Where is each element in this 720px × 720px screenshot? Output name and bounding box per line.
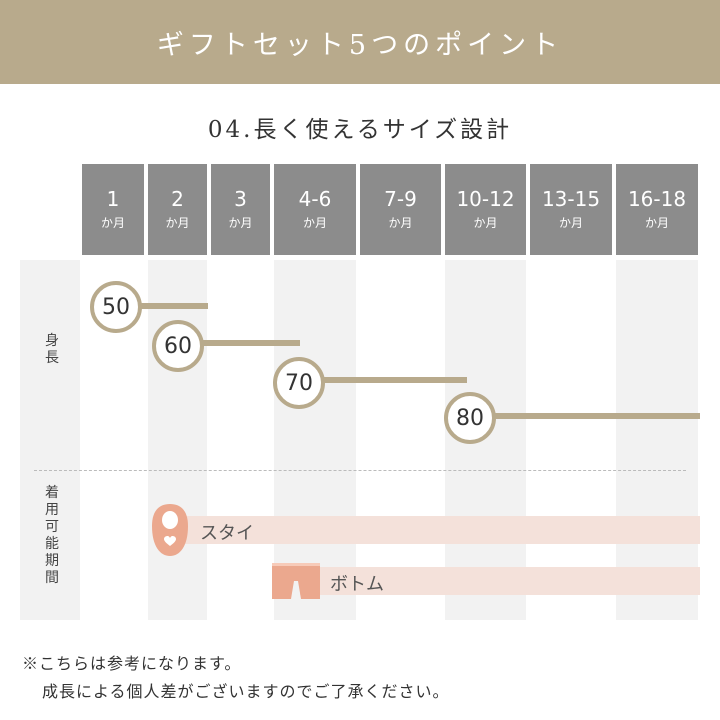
column-number: 13-15 [541,187,601,211]
bib-label: スタイ [200,523,254,544]
column-unit: か月 [228,216,253,230]
column-bg-16-18 [616,260,698,620]
bottoms-label: ボトム [330,574,384,595]
size-bar-60 [200,340,300,346]
column-header-1: 1 か月 [82,164,144,255]
column-unit: か月 [388,216,413,230]
height-row-label: 身長 [45,333,59,366]
column-number: 10-12 [456,187,515,211]
column-unit: か月 [644,216,669,230]
column-unit: か月 [100,216,125,230]
pants-icon [272,563,320,599]
column-number: 2 [171,187,184,211]
column-bg-2 [148,260,207,620]
header-banner: ギフトセット5つのポイント [0,0,720,84]
column-header-3: 3 か月 [211,164,270,255]
header-title: ギフトセット5つのポイント [156,29,564,61]
column-header-16-18: 16-18 か月 [616,164,698,255]
section-title: 04.長く使えるサイズ設計 [207,117,513,143]
period-row-label: 着用可能期間 [45,485,59,586]
size-bar-80 [492,413,700,419]
column-number: 16-18 [627,187,687,211]
column-header-10-12: 10-12 か月 [445,164,526,255]
size-badge-60: 60 [152,320,204,372]
column-number: 7-9 [384,187,417,211]
size-bar-50 [138,303,208,309]
column-unit: か月 [558,216,583,230]
size-badge-80: 80 [444,392,496,444]
column-number: 3 [234,187,247,211]
size-badge-50: 50 [90,281,142,333]
column-header-4-6: 4-6 か月 [274,164,356,255]
column-unit: か月 [165,216,190,230]
note-line-1: ※こちらは参考になります。 [22,654,242,673]
column-header-2: 2 か月 [148,164,207,255]
column-header-7-9: 7-9 か月 [360,164,441,255]
column-unit: か月 [302,216,327,230]
column-unit: か月 [473,216,498,230]
size-bar-70 [322,377,467,383]
row-divider [34,470,686,471]
column-number: 1 [106,187,120,211]
bib-period-band [180,516,700,544]
bottoms-period-band [300,567,700,595]
note-line-2: 成長による個人差がございますのでご了承ください。 [42,682,450,701]
column-header-13-15: 13-15 か月 [530,164,612,255]
column-bg-4-6 [274,260,356,620]
bib-icon [152,504,188,556]
size-badge-70: 70 [273,357,325,409]
column-number: 4-6 [298,187,332,211]
label-column-bg [20,260,80,620]
